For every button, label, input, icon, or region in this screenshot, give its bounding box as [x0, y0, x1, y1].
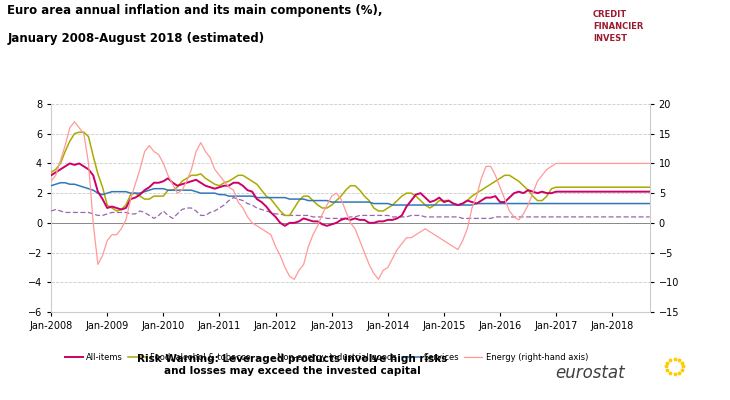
Text: eurostat: eurostat: [555, 364, 624, 382]
Text: Risk Warning: Leveraged products involve high risks
and losses may exceed the in: Risk Warning: Leveraged products involve…: [137, 354, 447, 376]
Text: January 2008-August 2018 (estimated): January 2008-August 2018 (estimated): [7, 32, 264, 45]
Text: CFI: CFI: [530, 40, 565, 60]
Text: Euro area annual inflation and its main components (%),: Euro area annual inflation and its main …: [7, 4, 383, 17]
Text: CREDIT
FINANCIER
INVEST: CREDIT FINANCIER INVEST: [593, 10, 643, 43]
Legend: All-items, Food, alcohol & tobacco, Non-energy industrial goods, Services, Energ: All-items, Food, alcohol & tobacco, Non-…: [61, 350, 591, 365]
